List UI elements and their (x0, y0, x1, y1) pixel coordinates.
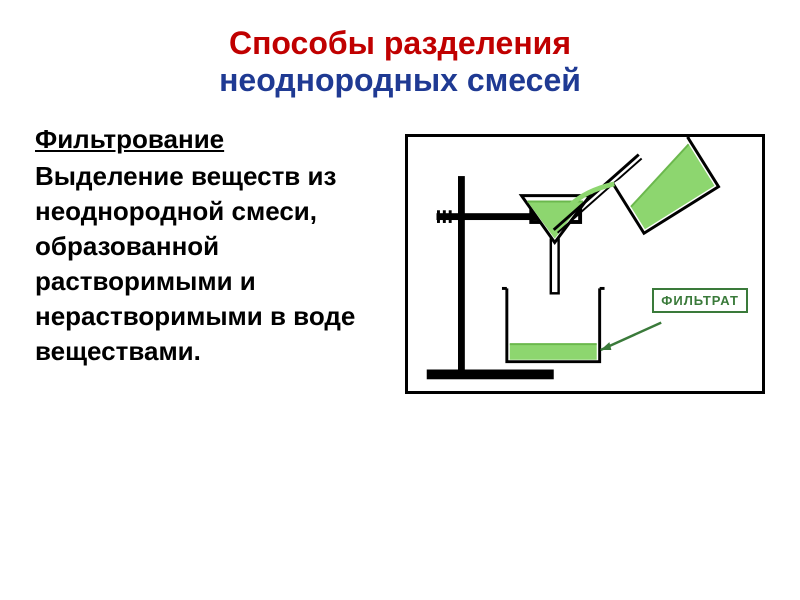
clamp-arm (437, 213, 544, 220)
funnel-stem (551, 240, 559, 294)
pouring-beaker (609, 137, 723, 236)
title-line-1: Способы разделения (35, 25, 765, 62)
content-row: Фильтрование Выделение веществ из неодно… (35, 124, 765, 394)
body-text: Выделение веществ из неоднородной смеси,… (35, 159, 385, 370)
subtitle: Фильтрование (35, 124, 385, 155)
text-block: Фильтрование Выделение веществ из неодно… (35, 124, 385, 394)
filtrate-liquid (510, 344, 597, 360)
label-arrowhead (601, 342, 612, 350)
stand-base (427, 370, 554, 380)
stand-rod (458, 176, 465, 371)
main-title: Способы разделения неоднородных смесей (35, 25, 765, 99)
title-line-2: неоднородных смесей (35, 62, 765, 99)
filtrate-label: ФИЛЬТРАТ (652, 288, 748, 313)
filtration-diagram (408, 137, 762, 391)
diagram-container: ФИЛЬТРАТ (405, 134, 765, 394)
